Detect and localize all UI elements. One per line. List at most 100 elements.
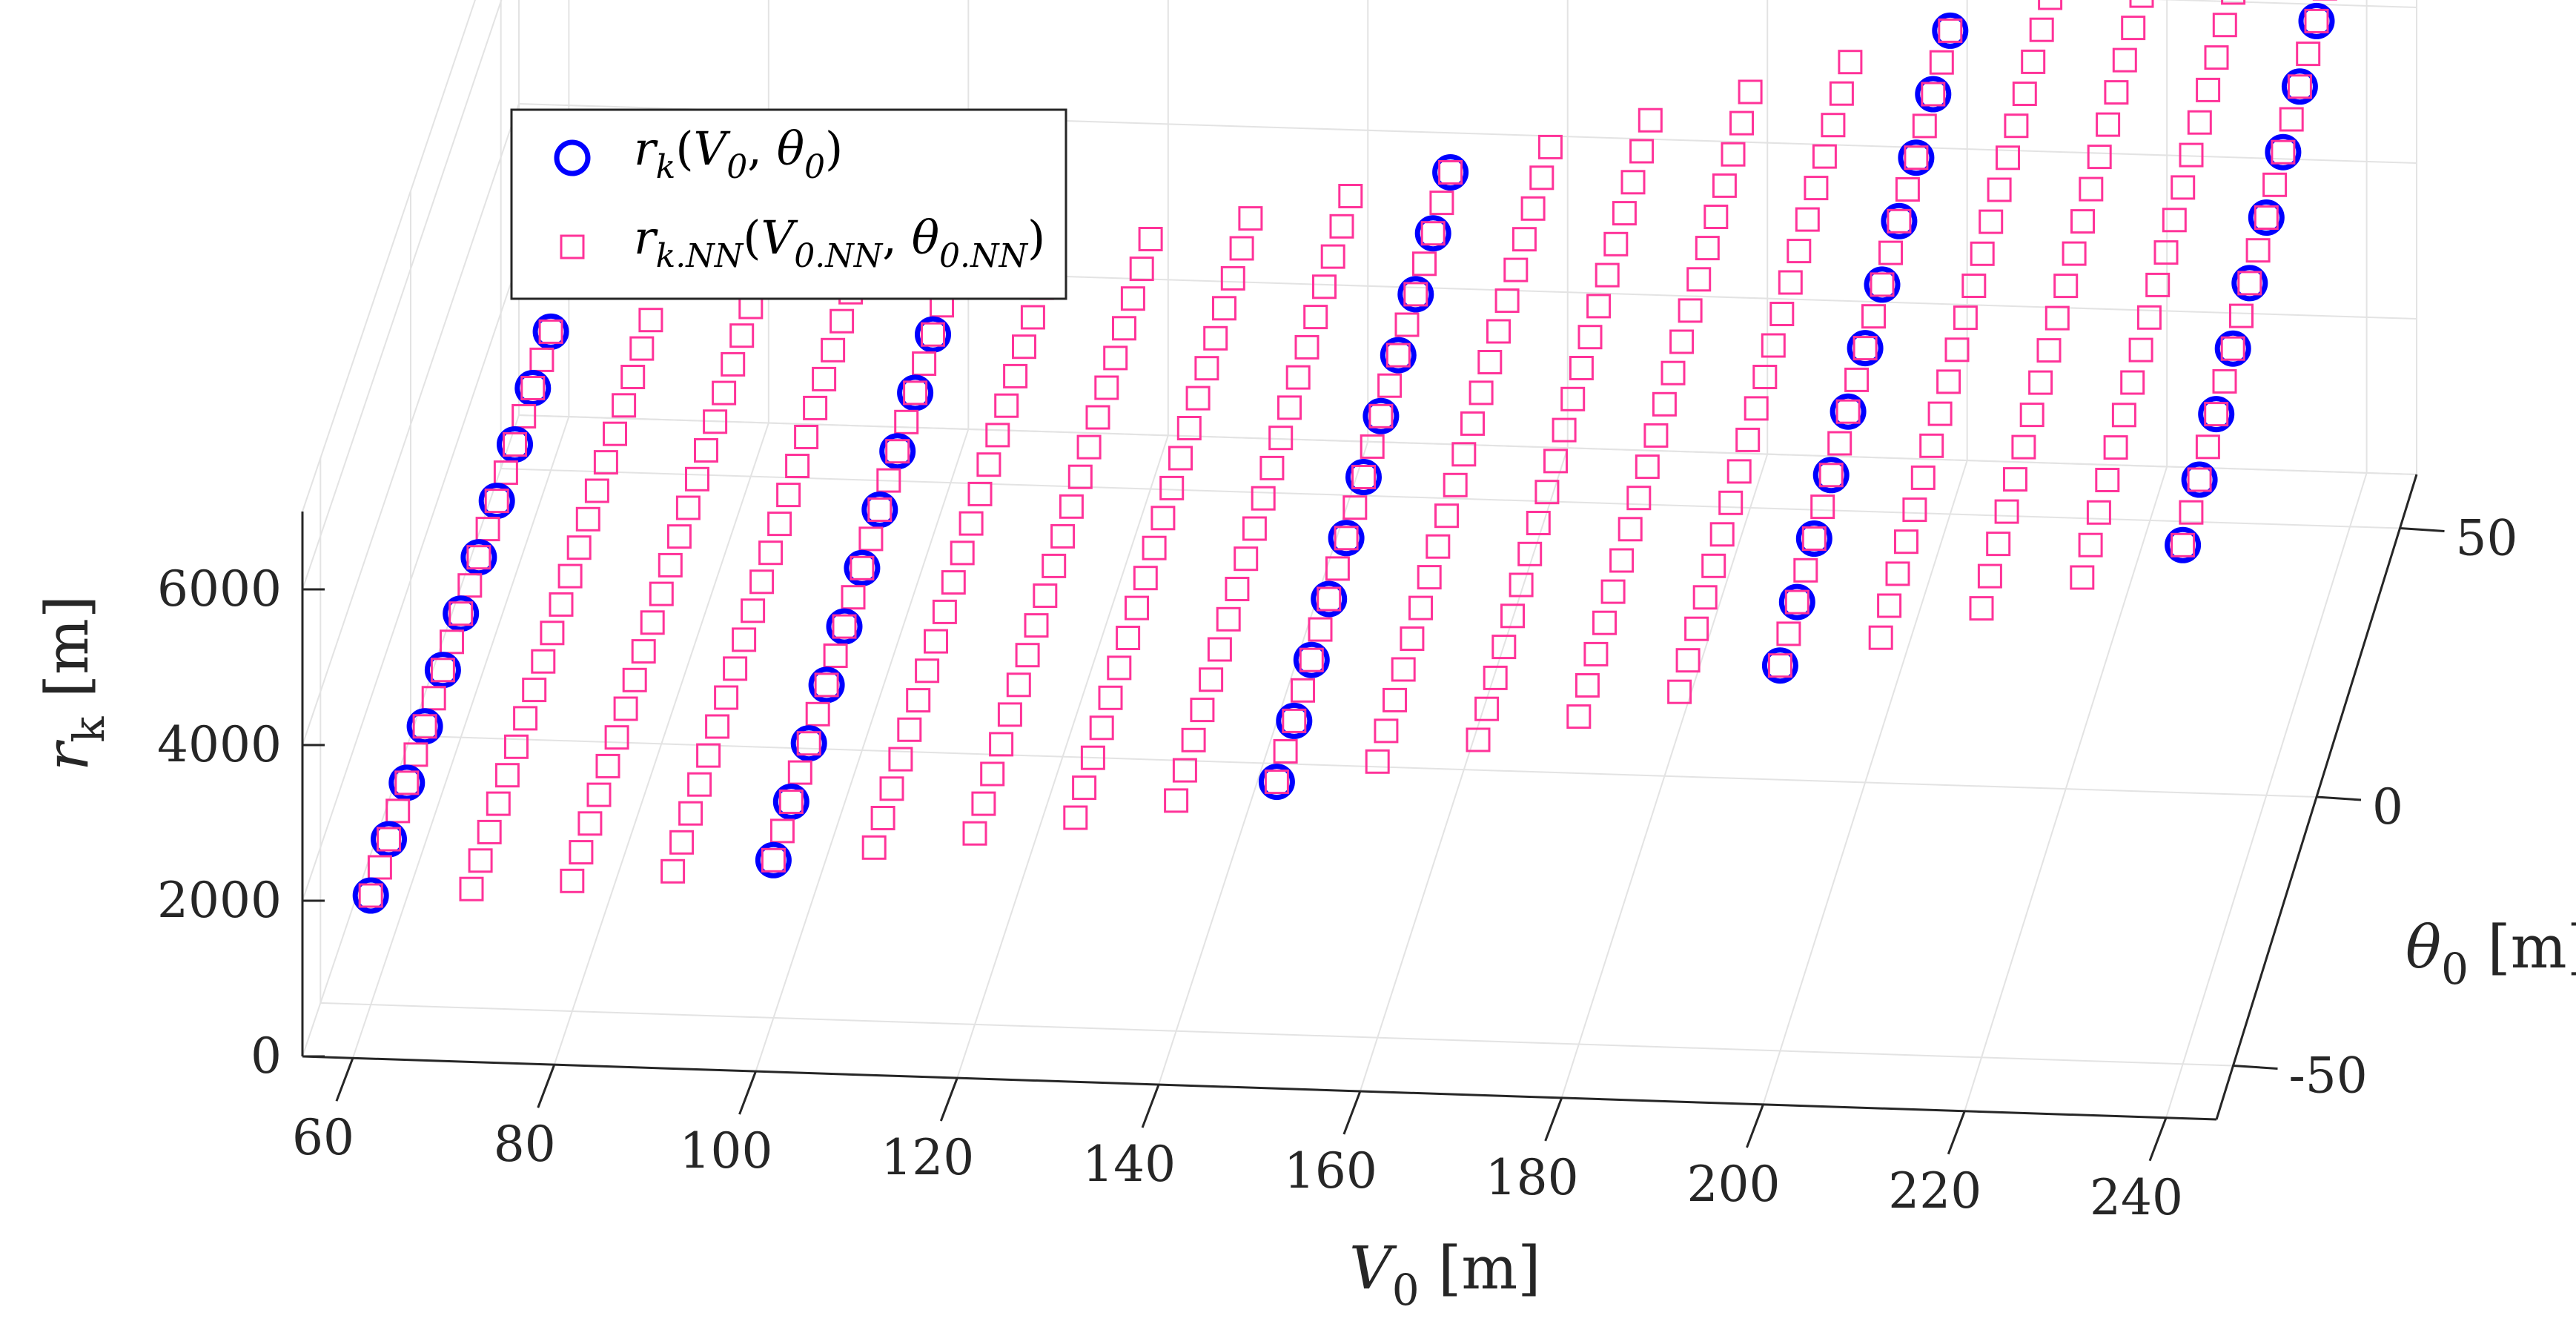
observed-point-circle bbox=[1932, 12, 1969, 49]
x-tick bbox=[537, 1064, 556, 1108]
nn-point-square bbox=[785, 454, 810, 478]
nn-point-square bbox=[603, 421, 627, 446]
nn-point-square bbox=[440, 629, 464, 655]
nn-point-square bbox=[1986, 532, 2011, 557]
nn-point-square bbox=[1821, 113, 1846, 138]
nn-point-square bbox=[1282, 708, 1307, 733]
observed-point-circle bbox=[352, 877, 389, 914]
nn-point-square bbox=[513, 706, 538, 731]
nn-point-square bbox=[1885, 561, 1910, 586]
nn-point-square bbox=[1477, 350, 1503, 374]
nn-point-square bbox=[620, 365, 646, 389]
y-tick bbox=[2316, 795, 2362, 801]
nn-point-square bbox=[493, 460, 518, 486]
nn-point-square bbox=[1652, 391, 1677, 417]
nn-point-square bbox=[649, 581, 674, 606]
legend-marker-circle bbox=[554, 139, 591, 176]
nn-point-square bbox=[1566, 704, 1592, 729]
nn-point-square bbox=[796, 731, 821, 756]
nn-point-square bbox=[1317, 586, 1342, 612]
nn-point-square bbox=[1569, 356, 1594, 380]
observed-point-circle bbox=[1311, 580, 1348, 618]
y-tick-label: 50 bbox=[2456, 510, 2518, 567]
nn-point-square bbox=[1910, 465, 1936, 490]
x-tick-label: 240 bbox=[2090, 1169, 2183, 1226]
nn-point-square bbox=[696, 743, 721, 768]
nn-point-square bbox=[906, 688, 931, 713]
legend: rk(V0, θ0) rk.NN(V0.NN, θ0.NN) bbox=[510, 108, 1067, 300]
observed-point-circle bbox=[2198, 396, 2235, 433]
nn-point-square bbox=[1761, 333, 1786, 358]
nn-point-square bbox=[1089, 715, 1114, 741]
nn-point-square bbox=[1400, 626, 1425, 651]
nn-point-square bbox=[2012, 82, 2037, 106]
observed-point-circle bbox=[460, 539, 497, 576]
nn-point-square bbox=[1661, 360, 1686, 385]
nn-point-square bbox=[861, 835, 887, 860]
observed-point-circle bbox=[2231, 265, 2268, 302]
nn-point-square bbox=[749, 569, 775, 595]
nn-point-square bbox=[2187, 110, 2212, 135]
nn-point-square bbox=[1159, 475, 1185, 500]
nn-point-square bbox=[997, 702, 1022, 727]
nn-point-square bbox=[1103, 345, 1128, 371]
nn-point-square bbox=[1583, 641, 1609, 666]
nn-point-square bbox=[1408, 595, 1433, 621]
nn-point-square bbox=[1620, 170, 1646, 195]
nn-point-square bbox=[867, 497, 893, 522]
observed-point-circle bbox=[1363, 397, 1400, 434]
nn-point-square bbox=[2021, 49, 2046, 74]
nn-point-square bbox=[705, 714, 730, 739]
nn-point-square bbox=[475, 517, 500, 542]
x-axis-label: V0 [m] bbox=[1349, 1234, 1540, 1315]
nn-point-square bbox=[1216, 606, 1241, 632]
observed-point-circle bbox=[371, 821, 407, 858]
observed-point-circle bbox=[1432, 154, 1469, 191]
nn-point-square bbox=[430, 658, 455, 683]
nn-point-square bbox=[1977, 563, 2002, 589]
nn-point-square bbox=[2078, 532, 2103, 557]
nn-point-square bbox=[1575, 673, 1600, 698]
nn-point-square bbox=[1003, 363, 1028, 388]
nn-point-square bbox=[1526, 511, 1551, 535]
nn-point-square bbox=[1592, 610, 1617, 635]
nn-point-square bbox=[658, 552, 683, 578]
nn-point-square bbox=[1426, 534, 1451, 559]
nn-point-square bbox=[2079, 176, 2104, 202]
x-tick bbox=[1544, 1097, 1563, 1142]
observed-point-circle bbox=[2248, 199, 2285, 236]
nn-point-square bbox=[1709, 522, 1735, 547]
nn-point-square bbox=[1744, 396, 1769, 421]
nn-point-square bbox=[1703, 205, 1729, 229]
z-axis-label: rk [m] bbox=[33, 595, 114, 771]
nn-point-square bbox=[1368, 403, 1394, 428]
nn-point-square bbox=[669, 830, 695, 855]
nn-point-square bbox=[2245, 238, 2271, 263]
nn-point-square bbox=[1787, 239, 1812, 264]
nn-point-square bbox=[1012, 334, 1036, 360]
nn-point-square bbox=[962, 821, 987, 846]
nn-point-square bbox=[2036, 338, 2062, 363]
nn-point-square bbox=[903, 380, 928, 406]
nn-point-square bbox=[504, 734, 529, 759]
nn-point-square bbox=[638, 308, 663, 333]
x-tick-label: 140 bbox=[1082, 1136, 1176, 1193]
nn-point-square bbox=[1351, 465, 1376, 489]
nn-point-square bbox=[2029, 17, 2054, 42]
axes bbox=[301, 474, 2445, 1162]
nn-point-square bbox=[776, 483, 801, 508]
nn-point-square bbox=[2279, 107, 2304, 132]
nn-point-square bbox=[1494, 288, 1520, 314]
nn-point-square bbox=[879, 776, 904, 801]
nn-point-square bbox=[1190, 698, 1215, 723]
nn-point-square bbox=[522, 678, 547, 703]
nn-point-square bbox=[830, 308, 855, 334]
nn-point-square bbox=[921, 322, 945, 347]
observed-point-circle bbox=[1795, 520, 1832, 557]
nn-point-square bbox=[1612, 201, 1637, 226]
nn-point-square bbox=[1944, 337, 1970, 363]
nn-point-square bbox=[557, 563, 583, 589]
nn-point-square bbox=[1312, 274, 1337, 300]
nn-point-square bbox=[1308, 617, 1333, 642]
nn-point-square bbox=[1868, 625, 1893, 650]
